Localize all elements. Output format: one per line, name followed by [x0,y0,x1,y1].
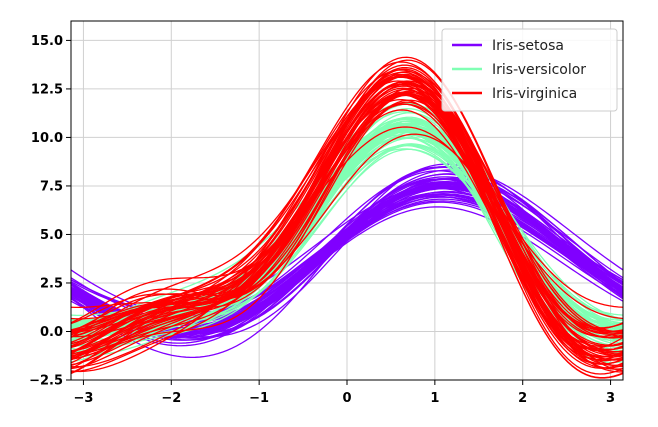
legend-label: Iris-setosa [492,38,564,54]
x-tick-label: −3 [73,391,93,406]
curve-line [70,80,624,333]
series-iris-virginica [70,56,624,379]
y-tick-label: −2.5 [29,374,63,389]
x-tick-label: −2 [161,391,181,406]
legend-label: Iris-virginica [492,86,577,102]
legend: Iris-setosa Iris-versicolor Iris-virginica [441,28,618,112]
legend-label: Iris-versicolor [492,62,586,78]
curve-line [70,66,624,360]
curve-line [70,91,624,332]
x-tick-label: 2 [518,391,527,406]
curve-line [70,83,624,347]
y-tick-label: 5.0 [40,228,63,243]
curve-line [70,87,624,361]
curve-line [70,109,624,348]
curve-line [70,69,624,353]
curve-line [70,99,624,332]
series-iris-setosa [70,163,624,359]
y-tick-label: 10.0 [31,131,63,146]
y-tick-label: 15.0 [31,34,63,49]
x-tick-label: 0 [342,391,351,406]
x-tick-label: −1 [249,391,269,406]
y-tick-label: 7.5 [40,179,63,194]
x-tick-label: 3 [606,391,615,406]
y-tick-label: 12.5 [31,82,63,97]
axis-ticks: −3 −2 −1 0 1 2 3 −2.5 0.0 2.5 5.0 7.5 10.0 12.5 15.0 [29,34,615,406]
legend-box [441,28,618,112]
x-tick-label: 1 [430,391,439,406]
curves [70,56,624,379]
y-tick-label: 2.5 [40,276,63,291]
y-tick-label: 0.0 [40,325,63,340]
